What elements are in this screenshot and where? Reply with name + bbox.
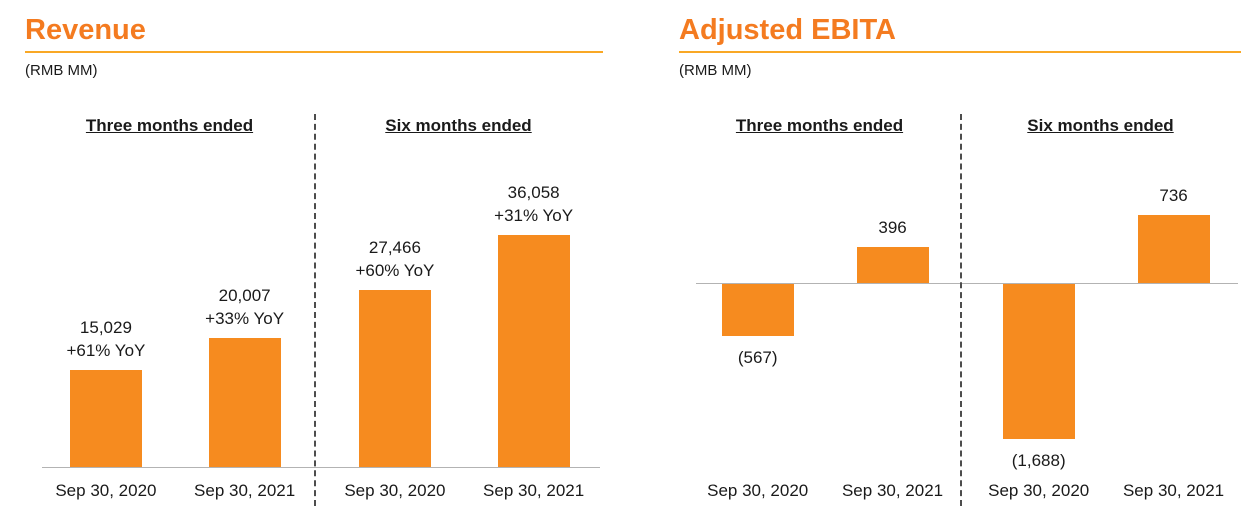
x-tick-label: Sep 30, 2021 xyxy=(194,481,296,500)
bar-yoy-label: +60% YoY xyxy=(355,261,435,280)
bar-value-label: 396 xyxy=(803,216,983,239)
baseline-axis xyxy=(42,467,601,468)
bar xyxy=(856,247,929,283)
chart-panel: Three months ended 15,029 +61% YoY Sep 30, … xyxy=(25,104,314,520)
title-rule xyxy=(679,51,1241,53)
bar-value-label: 15,029 +61% YoY xyxy=(16,316,196,362)
chart-panel: Three months ended (567) Sep 30, 2020 396 Se… xyxy=(679,104,960,520)
bar-value-label: 736 xyxy=(1084,184,1254,207)
revenue-plot-area: Three months ended 15,029 +61% YoY Sep 30, … xyxy=(25,104,603,520)
x-tick-label: Sep 30, 2021 xyxy=(841,481,944,500)
x-tick-label: Sep 30, 2020 xyxy=(344,481,446,500)
panel-header: Six months ended xyxy=(1027,116,1174,135)
bar-value-label: (567) xyxy=(668,346,848,369)
ebita-plot-area: Three months ended (567) Sep 30, 2020 396 Se… xyxy=(679,104,1241,520)
bar xyxy=(69,370,142,467)
ebita-chart-title: Adjusted EBITA xyxy=(679,14,896,46)
bar-value: 396 xyxy=(878,218,907,237)
bar-value-label: 36,058 +31% YoY xyxy=(444,181,624,227)
bar-value: (1,688) xyxy=(1011,451,1066,470)
x-tick-label: Sep 30, 2021 xyxy=(1122,481,1225,500)
chart-panel: Six months ended 27,466 +60% YoY Sep 30, 20… xyxy=(314,104,603,520)
bar-value-label: 20,007 +33% YoY xyxy=(155,284,335,330)
bar-value-label: 27,466 +60% YoY xyxy=(305,236,485,282)
ebita-units-label: (RMB MM) xyxy=(679,62,752,79)
x-tick-label: Sep 30, 2020 xyxy=(55,481,157,500)
x-tick-label: Sep 30, 2021 xyxy=(483,481,585,500)
x-tick-label: Sep 30, 2020 xyxy=(707,481,809,500)
bar-value-label: (1,688) xyxy=(949,449,1129,472)
title-rule xyxy=(25,51,603,53)
revenue-chart: Revenue (RMB MM) Three months ended 15,02… xyxy=(25,14,603,520)
bar-yoy-label: +61% YoY xyxy=(66,341,146,360)
chart-panel: Six months ended (1,688) Sep 30, 2020 736 Se… xyxy=(960,104,1241,520)
panel-header: Six months ended xyxy=(385,116,532,135)
bar-value: 15,029 xyxy=(79,318,132,337)
bar xyxy=(497,235,570,467)
panel-header: Three months ended xyxy=(85,116,254,135)
bar-value: 27,466 xyxy=(368,238,421,257)
bar xyxy=(721,284,794,336)
bar-value: 20,007 xyxy=(218,286,271,305)
bar-value: 736 xyxy=(1159,186,1188,205)
bar xyxy=(208,338,281,467)
bar-yoy-label: +31% YoY xyxy=(494,206,574,225)
adjusted-ebita-chart: Adjusted EBITA (RMB MM) Three months end… xyxy=(679,14,1241,520)
revenue-chart-title: Revenue xyxy=(25,14,146,46)
bar-value: (567) xyxy=(737,348,778,367)
bar xyxy=(1137,215,1210,283)
panel-separator xyxy=(314,114,316,506)
bar-yoy-label: +33% YoY xyxy=(205,309,285,328)
panel-header: Three months ended xyxy=(735,116,904,135)
revenue-units-label: (RMB MM) xyxy=(25,62,98,79)
bar xyxy=(1002,284,1075,439)
panel-separator xyxy=(960,114,962,506)
bar xyxy=(358,290,431,467)
x-tick-label: Sep 30, 2020 xyxy=(988,481,1090,500)
zero-axis-line xyxy=(695,283,1239,284)
bar-value: 36,058 xyxy=(507,183,560,202)
